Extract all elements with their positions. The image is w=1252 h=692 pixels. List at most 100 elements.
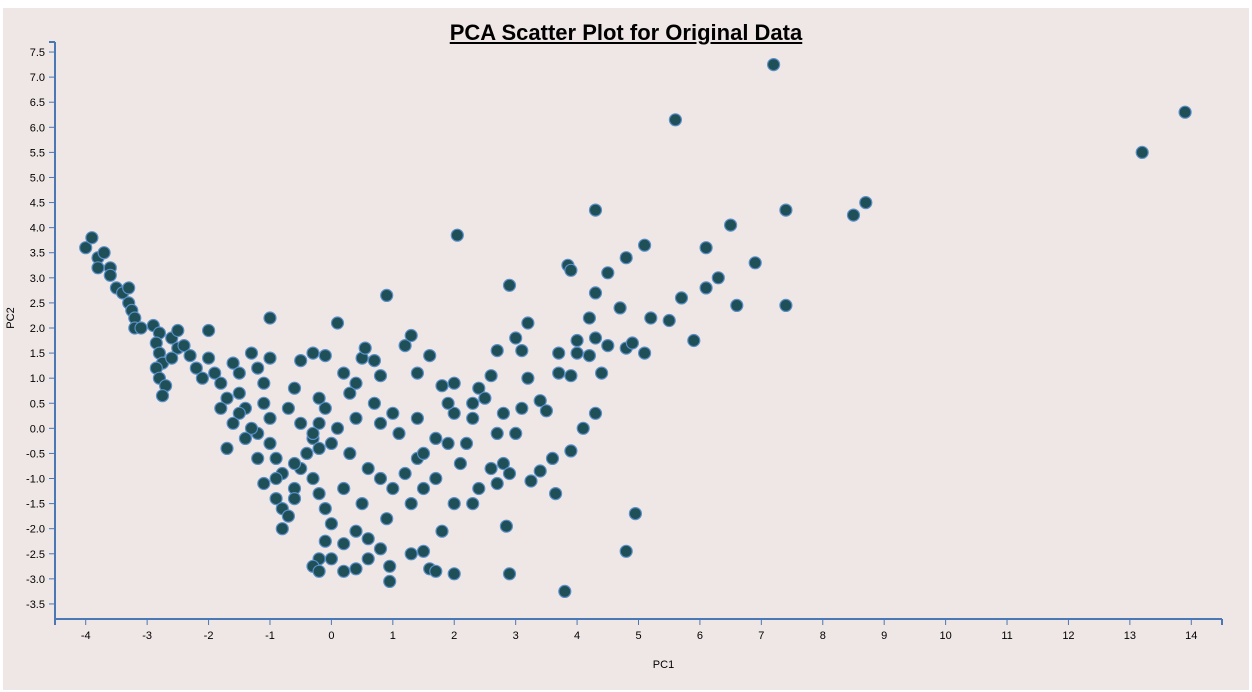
data-point: [269, 492, 283, 506]
x-tick: -2: [204, 619, 214, 642]
data-point: [521, 371, 535, 385]
x-tick: 14: [1185, 619, 1197, 642]
y-tick-label: 3.5: [30, 248, 45, 260]
data-point: [588, 331, 603, 345]
data-point: [515, 344, 529, 358]
data-point: [361, 461, 375, 476]
data-point: [312, 391, 326, 405]
data-point: [576, 421, 590, 435]
data-point: [435, 524, 449, 538]
data-point: [134, 321, 148, 335]
x-tick-label: -2: [204, 630, 214, 642]
data-point: [447, 406, 461, 420]
data-point: [594, 366, 609, 380]
data-point: [263, 311, 277, 325]
data-point: [613, 301, 627, 315]
data-point: [220, 391, 234, 405]
y-tick: -1.0: [26, 474, 55, 486]
x-tick: 8: [820, 619, 826, 642]
data-point: [548, 487, 563, 501]
y-tick-label: -1.5: [26, 499, 45, 511]
data-point: [343, 386, 357, 400]
data-point: [312, 416, 326, 430]
x-tick: 1: [390, 619, 396, 642]
data-point: [416, 446, 431, 460]
data-point: [521, 316, 535, 330]
data-point: [330, 421, 345, 435]
data-point: [380, 512, 394, 526]
y-tick-label: 1.5: [30, 348, 45, 360]
data-point: [361, 552, 375, 566]
data-point: [441, 436, 455, 450]
data-point: [496, 406, 510, 420]
x-tick: 10: [939, 619, 952, 642]
data-point: [552, 366, 566, 380]
x-tick-label: 8: [820, 630, 826, 642]
data-point: [619, 544, 633, 558]
y-tick-label: 6.5: [30, 97, 45, 109]
data-point: [509, 426, 523, 440]
x-tick-label: 3: [513, 630, 519, 642]
y-axis-label: PC2: [5, 307, 17, 328]
x-tick-label: 12: [1062, 630, 1074, 642]
data-point: [244, 421, 259, 435]
data-point: [373, 369, 388, 383]
data-point: [155, 389, 170, 403]
data-point: [306, 471, 320, 486]
data-point: [373, 471, 388, 486]
y-tick: 1.5: [30, 348, 55, 360]
data-point: [748, 256, 762, 270]
y-tick-label: 3.0: [30, 273, 45, 285]
data-point: [232, 366, 246, 380]
data-point: [766, 57, 781, 72]
y-tick-label: -1.0: [26, 474, 45, 486]
data-point: [202, 323, 216, 338]
data-point: [499, 519, 513, 533]
data-point: [472, 381, 486, 395]
data-point: [392, 426, 406, 440]
y-tick: 5.0: [30, 172, 55, 184]
y-tick-label: 5.5: [30, 147, 45, 159]
data-point: [358, 341, 372, 355]
data-point: [552, 346, 566, 360]
data-point: [588, 203, 603, 217]
data-point: [373, 416, 388, 430]
data-point: [416, 481, 431, 496]
data-point: [570, 333, 584, 348]
data-point: [404, 328, 418, 343]
data-point: [509, 331, 523, 345]
x-tick: -4: [81, 619, 91, 642]
data-point: [779, 203, 793, 217]
data-point: [202, 351, 216, 365]
points-layer: [79, 57, 1192, 599]
data-point: [380, 288, 394, 302]
data-point: [306, 346, 320, 360]
x-tick: -3: [142, 619, 152, 642]
y-tick-label: 6.0: [30, 122, 45, 134]
data-point: [398, 466, 412, 481]
data-point: [601, 339, 615, 353]
x-tick-label: 1: [390, 630, 396, 642]
data-point: [410, 411, 424, 425]
data-point: [330, 316, 345, 330]
data-point: [429, 431, 443, 445]
data-point: [628, 506, 643, 521]
x-tick: 6: [697, 619, 703, 642]
data-point: [404, 497, 418, 511]
y-tick: 3.0: [30, 273, 55, 285]
y-tick-label: 0.5: [30, 398, 45, 410]
y-tick: 0.5: [30, 398, 55, 410]
y-tick: 0.0: [30, 423, 55, 435]
data-point: [337, 366, 351, 380]
x-tick: 13: [1124, 619, 1136, 642]
data-point: [103, 268, 117, 282]
y-tick-label: -3.0: [26, 574, 45, 586]
data-point: [183, 349, 197, 363]
data-point: [447, 376, 461, 390]
data-point: [502, 567, 517, 581]
data-point: [435, 379, 449, 393]
data-point: [524, 474, 538, 488]
data-point: [220, 441, 234, 455]
data-point: [337, 537, 351, 551]
data-point: [662, 313, 676, 328]
